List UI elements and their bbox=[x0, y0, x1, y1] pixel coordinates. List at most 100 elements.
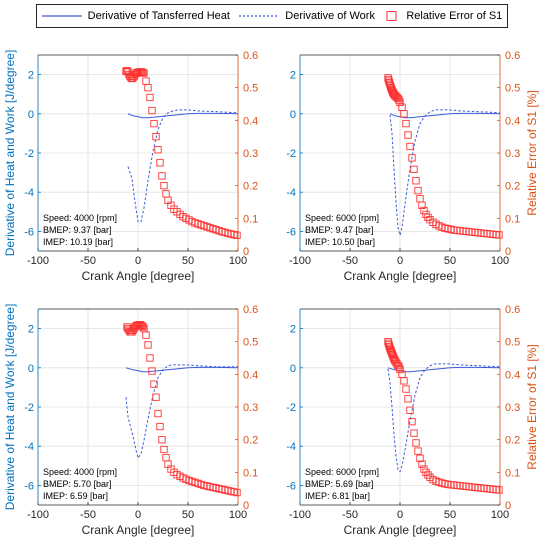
error-marker bbox=[142, 331, 150, 339]
x-tick-label: -50 bbox=[342, 255, 358, 267]
x-tick-label: 50 bbox=[444, 255, 456, 267]
y-right-tick-label: 0.6 bbox=[243, 50, 258, 62]
error-marker bbox=[404, 395, 412, 403]
legend-item-heat: Derivative of Tansferred Heat bbox=[41, 10, 230, 22]
error-marker bbox=[414, 186, 422, 195]
y-right-tick-label: 0.6 bbox=[505, 304, 520, 316]
y-right-tick-label: 0.4 bbox=[505, 115, 520, 127]
annotation-line: Speed: 6000 [rpm] bbox=[305, 213, 379, 223]
error-marker bbox=[158, 172, 166, 180]
y-right-tick-label: 0.1 bbox=[243, 213, 258, 225]
y-left-tick-label: 2 bbox=[28, 324, 34, 336]
y-left-tick-label: -6 bbox=[286, 480, 296, 492]
y-right-tick-label: 0.6 bbox=[243, 304, 258, 316]
y-right-tick-label: 0.5 bbox=[243, 83, 258, 95]
annotation-line: BMEP: 5.69 [bar] bbox=[305, 479, 374, 489]
x-axis-label: Crank Angle [degree] bbox=[344, 269, 457, 283]
error-marker bbox=[233, 488, 241, 497]
y-right-tick-label: 0 bbox=[505, 500, 511, 512]
error-marker bbox=[495, 486, 503, 494]
error-marker bbox=[408, 418, 416, 426]
error-marker bbox=[146, 93, 154, 102]
y-right-tick-label: 0.3 bbox=[243, 402, 258, 414]
x-tick-label: -100 bbox=[289, 255, 311, 267]
y-left-tick-label: -6 bbox=[24, 226, 34, 238]
error-marker bbox=[412, 439, 420, 447]
error-marker bbox=[396, 98, 404, 107]
y-left-tick-label: 0 bbox=[28, 109, 34, 121]
error-marker bbox=[156, 422, 164, 431]
error-marker bbox=[424, 213, 432, 222]
y-left-tick-label: 2 bbox=[28, 70, 34, 82]
heat-series-line bbox=[125, 366, 239, 373]
error-marker bbox=[406, 142, 414, 151]
y-right-tick-label: 0.4 bbox=[505, 369, 520, 381]
annotation-line: BMEP: 9.37 [bar] bbox=[43, 225, 112, 235]
x-tick-label: -100 bbox=[27, 255, 49, 267]
error-marker bbox=[138, 322, 146, 330]
x-tick-label: -50 bbox=[80, 509, 96, 521]
error-marker bbox=[140, 69, 148, 77]
y-left-tick-label: 0 bbox=[290, 109, 296, 121]
x-tick-label: 0 bbox=[397, 509, 403, 521]
error-marker bbox=[158, 436, 166, 444]
error-marker bbox=[148, 367, 156, 375]
error-marker bbox=[388, 351, 397, 359]
y-left-tick-label: 2 bbox=[290, 70, 296, 82]
error-marker bbox=[400, 377, 408, 385]
heat-series-line bbox=[127, 112, 239, 119]
legend-item-work: Derivative of Work bbox=[239, 10, 375, 22]
error-marker bbox=[150, 380, 158, 388]
y-right-tick-label: 0.3 bbox=[505, 148, 520, 160]
x-axis-label: Crank Angle [degree] bbox=[82, 523, 195, 537]
x-tick-label: -50 bbox=[80, 255, 96, 267]
legend-error-label: Relative Error of S1 bbox=[406, 10, 503, 22]
error-marker bbox=[154, 409, 162, 418]
error-marker bbox=[150, 119, 158, 128]
x-tick-label: 0 bbox=[135, 509, 141, 521]
error-marker bbox=[402, 119, 410, 128]
y-left-tick-label: 0 bbox=[28, 363, 34, 375]
error-marker bbox=[156, 159, 164, 167]
y-left-tick-label: 0 bbox=[290, 363, 296, 375]
y-right-tick-label: 0.3 bbox=[505, 402, 520, 414]
y-left-tick-label: -2 bbox=[24, 148, 34, 160]
error-marker bbox=[233, 231, 241, 239]
legend-heat-label: Derivative of Tansferred Heat bbox=[87, 10, 230, 22]
annotation-line: Speed: 4000 [rpm] bbox=[43, 467, 117, 477]
annotation-line: IMEP: 10.50 [bar] bbox=[305, 237, 375, 247]
y-left-tick-label: -6 bbox=[286, 226, 296, 238]
legend-work-dashed-icon bbox=[239, 15, 280, 17]
error-marker bbox=[144, 84, 152, 92]
x-tick-label: -50 bbox=[342, 509, 358, 521]
legend-error-square-icon bbox=[386, 11, 397, 21]
heat-series-line bbox=[389, 112, 501, 119]
y-right-tick-label: 0.6 bbox=[505, 50, 520, 62]
x-tick-label: 50 bbox=[444, 509, 456, 521]
x-axis-label: Crank Angle [degree] bbox=[344, 523, 457, 537]
y-right-tick-label: 0.3 bbox=[243, 148, 258, 160]
y-right-axis-label: Relative Error of S1 [%] bbox=[525, 90, 539, 215]
y-right-tick-label: 0.2 bbox=[243, 435, 258, 447]
y-right-axis-label: Relative Error of S1 [%] bbox=[525, 344, 539, 469]
error-marker bbox=[410, 165, 418, 173]
y-right-tick-label: 0.5 bbox=[505, 337, 520, 349]
error-marker bbox=[138, 68, 146, 76]
y-left-tick-label: -2 bbox=[286, 402, 296, 414]
error-marker bbox=[160, 182, 168, 190]
legend-item-error: Relative Error of S1 bbox=[384, 10, 502, 22]
y-left-axis-label: Derivative of Heat and Work [J/degree] bbox=[3, 50, 17, 257]
error-marker bbox=[394, 361, 402, 370]
x-tick-label: 0 bbox=[397, 255, 403, 267]
error-marker bbox=[146, 354, 154, 362]
error-marker bbox=[410, 429, 418, 437]
y-right-tick-label: 0.1 bbox=[243, 467, 258, 479]
error-marker bbox=[414, 447, 422, 455]
y-left-tick-label: 2 bbox=[290, 324, 296, 336]
error-marker bbox=[395, 96, 403, 104]
annotation-line: BMEP: 5.70 [bar] bbox=[43, 479, 112, 489]
y-right-tick-label: 0.2 bbox=[505, 181, 520, 193]
y-right-tick-label: 0 bbox=[243, 246, 249, 258]
